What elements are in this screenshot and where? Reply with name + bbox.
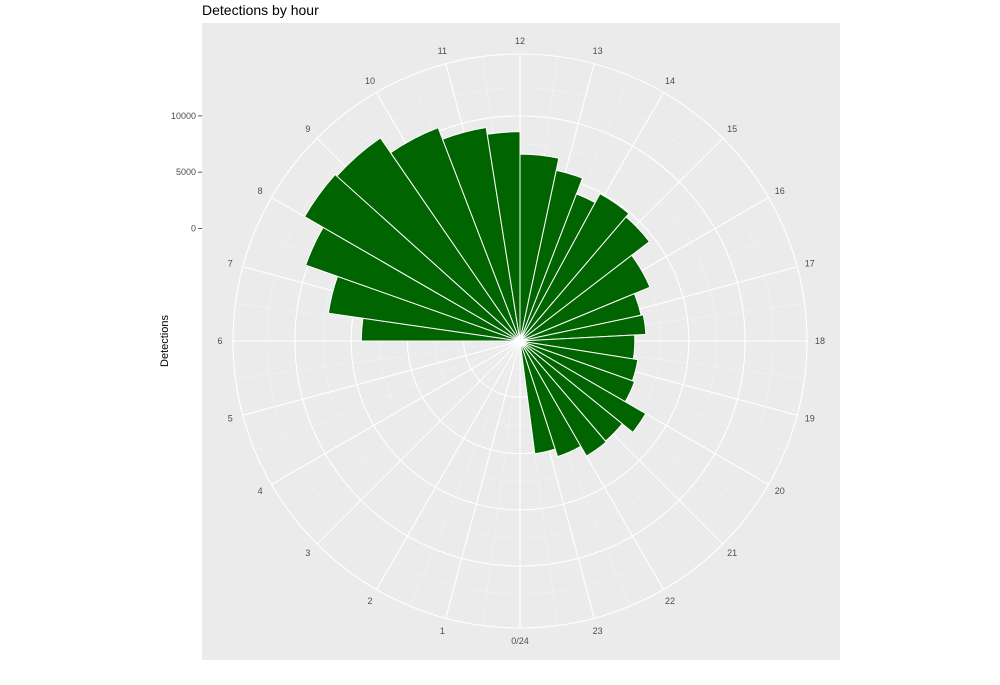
hour-label-7: 7 [228,258,233,268]
hour-label-23: 23 [593,626,603,636]
hour-label-16: 16 [775,186,785,196]
hour-label-5: 5 [228,414,233,424]
hour-label-2: 2 [367,596,372,606]
bar-22 [519,340,582,458]
bar-13 [519,254,651,342]
hour-label-22: 22 [665,596,675,606]
hour-label-12: 12 [515,36,525,46]
grid-spoke [376,340,521,590]
y-axis: 0 5000 10000 [171,111,202,233]
grid-spoke-minor [482,340,521,626]
hour-label-4: 4 [258,486,263,496]
hour-label-3: 3 [305,548,310,558]
y-tick-label: 5000 [176,167,196,177]
grid-spoke-minor [292,340,521,516]
bar-7 [486,131,521,342]
hour-label-8: 8 [258,186,263,196]
grid-spoke [316,340,521,545]
hour-label-0: 0/24 [511,636,529,646]
y-tick-label: 10000 [171,111,196,121]
bar-15 [519,314,647,342]
bar-11 [519,192,630,342]
hour-label-18: 18 [815,336,825,346]
grid-spoke-minor [235,340,521,379]
chart-title: Detections by hour [202,2,319,18]
bar-5 [389,127,521,342]
bar-19 [519,340,647,434]
bar-4 [336,137,521,342]
bar-6 [441,126,521,342]
hour-label-21: 21 [727,548,737,558]
hour-label-1: 1 [440,626,445,636]
bar-21 [519,340,607,457]
grid-spoke-minor [409,340,521,607]
hour-label-9: 9 [305,124,310,134]
bar-3 [303,173,521,342]
grid-spoke-minor [345,340,521,569]
bar-12 [519,216,651,342]
bar-23 [519,340,556,455]
hour-label-11: 11 [438,46,447,56]
hour-label-20: 20 [775,486,785,496]
hour-labels: 0/24123456789101112131415161718192021222… [217,36,825,646]
hour-label-6: 6 [217,336,222,346]
grid-spoke [445,340,521,619]
grid-spoke [242,340,521,416]
hour-label-10: 10 [365,76,375,86]
hour-label-17: 17 [805,258,815,268]
bars [303,126,651,458]
hour-label-14: 14 [665,76,675,86]
hour-label-19: 19 [805,414,815,424]
grid-spoke-minor [254,340,521,452]
grid-spoke [271,340,521,485]
hour-label-13: 13 [593,46,603,56]
bar-9 [519,169,584,342]
y-tick-label: 0 [191,223,196,233]
hour-label-15: 15 [727,124,737,134]
